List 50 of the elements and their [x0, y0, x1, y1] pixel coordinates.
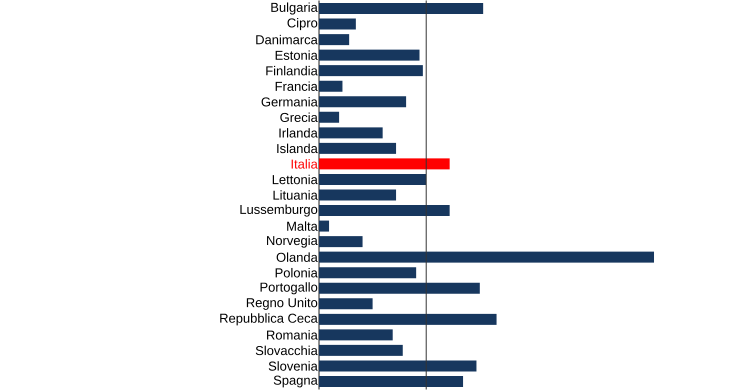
bar — [319, 174, 426, 185]
bar — [319, 344, 403, 356]
y-tick-label: Grecia — [280, 112, 318, 122]
y-tick-label: Olanda — [276, 252, 318, 262]
y-tick-label: Danimarca — [256, 34, 318, 44]
y-tick-label: Portogallo — [260, 282, 318, 294]
bar — [319, 50, 420, 61]
bar — [319, 18, 356, 30]
bar — [319, 220, 330, 232]
y-tick-label: Islanda — [277, 144, 318, 154]
bar — [319, 96, 406, 108]
y-tick-label: Slovacchia — [256, 346, 318, 356]
bar — [319, 314, 497, 325]
bar — [319, 298, 373, 310]
bar — [319, 2, 484, 14]
bar — [319, 360, 476, 372]
y-tick-label: Regno Unito — [246, 298, 318, 310]
bar — [319, 236, 363, 248]
bar — [319, 189, 396, 200]
bar — [319, 376, 464, 387]
bar — [319, 127, 383, 138]
bar — [319, 267, 416, 278]
y-tick-label: Spagna — [274, 376, 318, 388]
y-tick-label: Bulgaria — [271, 2, 318, 15]
y-tick-label: Francia — [276, 81, 318, 91]
bar — [319, 329, 393, 340]
y-tick-label: Irlanda — [279, 128, 318, 138]
y-tick-label: Slovenia — [268, 361, 318, 371]
y-tick-label: Cipro — [288, 18, 318, 30]
y-tick-label: Polonia — [276, 268, 318, 278]
y-tick-label: Romania — [267, 330, 318, 340]
bar — [319, 34, 350, 46]
y-tick-label: Repubblica Ceca — [220, 313, 318, 326]
bar — [319, 252, 654, 263]
bar — [319, 65, 423, 76]
y-tick-label: Lituania — [274, 190, 318, 200]
y-tick-label: Germania — [262, 96, 318, 106]
bar — [319, 282, 480, 294]
y-tick-label: Italia — [292, 159, 318, 169]
bar — [319, 142, 396, 154]
y-tick-label: Malta — [287, 221, 318, 231]
y-tick-label: Lettonia — [272, 174, 318, 184]
y-tick-label: Finlandia — [266, 66, 318, 76]
bar — [319, 158, 450, 170]
bar — [319, 205, 450, 216]
y-tick-label: Lussemburgo — [240, 204, 318, 217]
bar — [319, 112, 340, 123]
y-tick-label: Estonia — [276, 50, 318, 60]
y-tick-label: Norvegia — [267, 236, 318, 248]
bar — [319, 80, 342, 92]
